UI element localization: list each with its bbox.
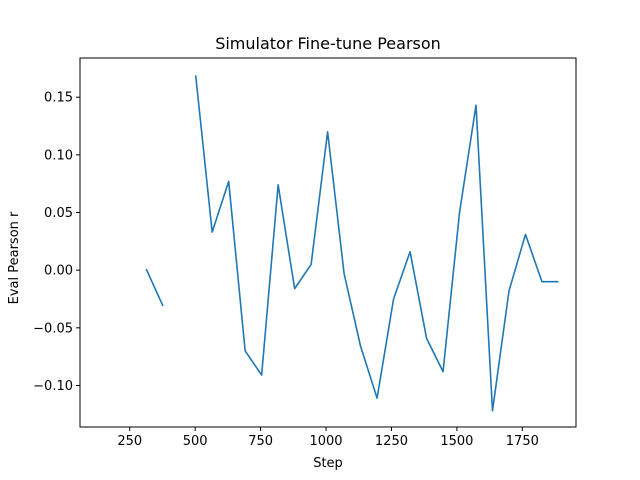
plot-area [145,75,559,412]
y-tick-label: 0.15 [44,91,73,106]
x-tick-label: 1750 [506,434,539,449]
y-tick-label: 0.00 [44,264,73,279]
chart-title: Simulator Fine-tune Pearson [215,34,441,53]
y-tick-label: 0.05 [44,206,73,221]
y-tick-label: 0.10 [44,148,73,163]
y-tick-label: −0.05 [33,321,73,336]
series-line-segment [145,268,164,307]
x-tick-label: 500 [183,434,208,449]
x-tick-label: 1000 [309,434,342,449]
x-tick-label: 1500 [440,434,473,449]
y-axis-label: Eval Pearson r [7,211,22,304]
x-tick-label: 750 [248,434,273,449]
plot-frame [79,57,577,428]
x-axis-label: Step [313,456,343,471]
y-axis-ticks: −0.10 −0.05 0.00 0.05 0.10 0.15 [33,91,80,394]
x-axis-ticks: 250 500 750 1000 1250 1500 1750 [117,427,539,449]
x-tick-label: 1250 [375,434,408,449]
x-tick-label: 250 [117,434,142,449]
y-tick-label: −0.10 [33,379,73,394]
series-line-segment [194,75,559,412]
